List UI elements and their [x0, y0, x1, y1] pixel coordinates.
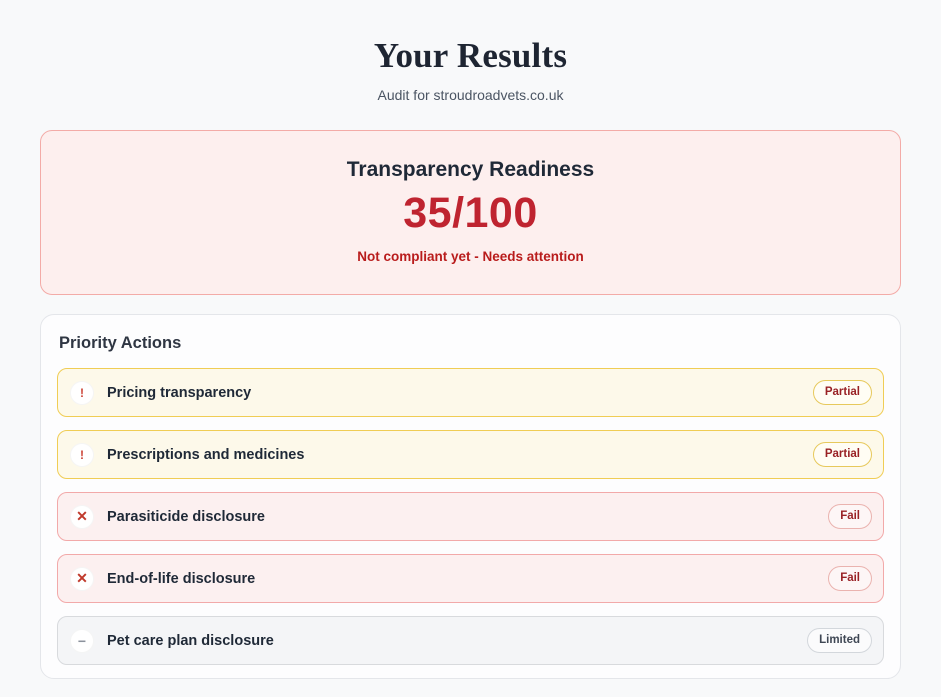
priority-list: ! Pricing transparency Partial ! Prescri…: [57, 368, 884, 665]
priority-row-label: Pet care plan disclosure: [107, 632, 274, 649]
exclamation-icon: !: [70, 442, 94, 467]
priority-actions-heading: Priority Actions: [59, 334, 182, 352]
status-badge: Fail: [828, 504, 872, 529]
status-badge: Fail: [828, 566, 872, 591]
exclamation-icon: !: [70, 380, 94, 405]
priority-row[interactable]: ! Pricing transparency Partial: [57, 368, 884, 417]
score-card-heading: Transparency Readiness: [346, 158, 595, 181]
page-subtitle: Audit for stroudroadvets.co.uk: [377, 87, 564, 103]
priority-row[interactable]: − Pet care plan disclosure Limited: [57, 616, 884, 665]
minus-icon: −: [70, 628, 94, 653]
page-title: Your Results: [373, 36, 568, 75]
priority-row[interactable]: ✕ End-of-life disclosure Fail: [57, 554, 884, 603]
score-status-text: Not compliant yet - Needs attention: [357, 249, 584, 264]
score-value: 35/100: [403, 189, 538, 237]
priority-row[interactable]: ! Prescriptions and medicines Partial: [57, 430, 884, 479]
priority-actions-card: Priority Actions ! Pricing transparency …: [40, 314, 901, 679]
status-badge: Partial: [812, 442, 872, 467]
priority-row-label: Prescriptions and medicines: [107, 446, 305, 463]
priority-row[interactable]: ✕ Parasiticide disclosure Fail: [57, 492, 884, 541]
x-icon: ✕: [70, 566, 94, 591]
status-badge: Limited: [807, 628, 872, 653]
x-icon: ✕: [70, 504, 94, 529]
results-page: Your Results Audit for stroudroadvets.co…: [40, 0, 901, 679]
status-badge: Partial: [812, 380, 872, 405]
priority-row-label: End-of-life disclosure: [107, 570, 256, 587]
score-card: Transparency Readiness 35/100 Not compli…: [40, 130, 901, 295]
priority-row-label: Pricing transparency: [107, 384, 252, 401]
priority-row-label: Parasiticide disclosure: [107, 508, 265, 525]
